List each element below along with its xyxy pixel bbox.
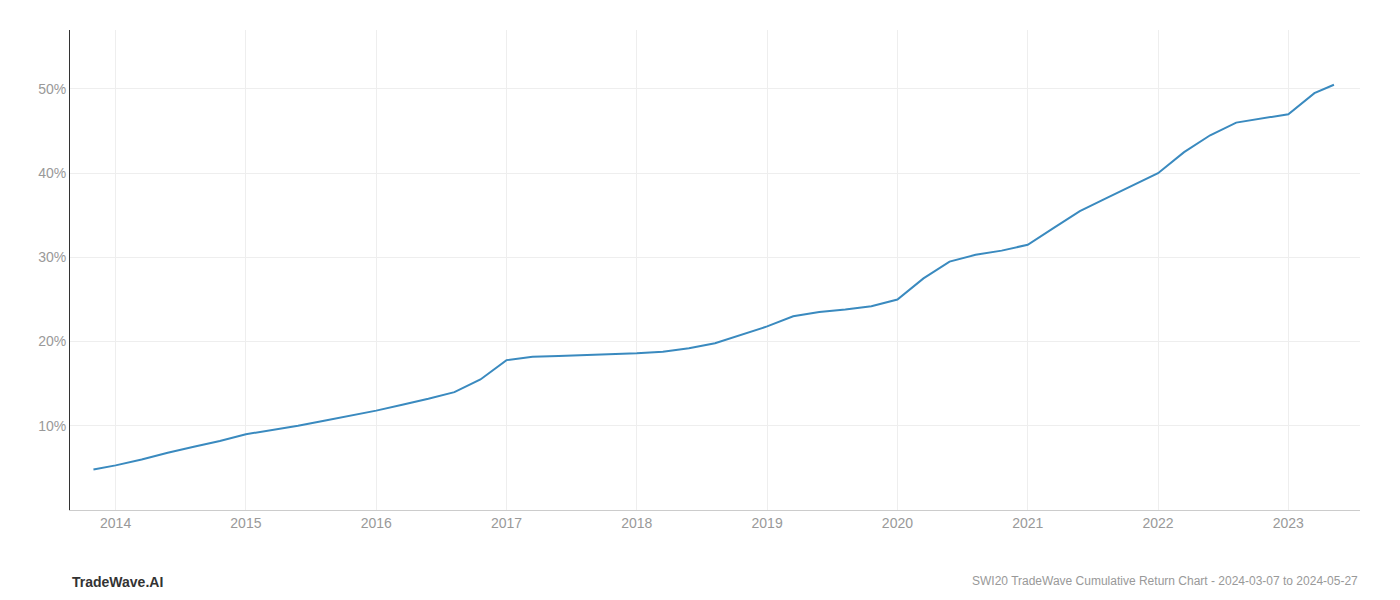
svg-text:2015: 2015 <box>230 515 261 531</box>
svg-text:TradeWave.AI: TradeWave.AI <box>72 574 163 590</box>
svg-text:10%: 10% <box>38 418 66 434</box>
svg-text:30%: 30% <box>38 249 66 265</box>
svg-text:2018: 2018 <box>621 515 652 531</box>
svg-text:2023: 2023 <box>1273 515 1304 531</box>
svg-text:2020: 2020 <box>882 515 913 531</box>
svg-text:40%: 40% <box>38 165 66 181</box>
svg-text:2016: 2016 <box>361 515 392 531</box>
svg-text:20%: 20% <box>38 333 66 349</box>
svg-text:2021: 2021 <box>1012 515 1043 531</box>
svg-text:2014: 2014 <box>100 515 131 531</box>
svg-text:50%: 50% <box>38 81 66 97</box>
svg-text:2022: 2022 <box>1142 515 1173 531</box>
svg-text:2017: 2017 <box>491 515 522 531</box>
svg-text:2019: 2019 <box>752 515 783 531</box>
svg-text:SWI20 TradeWave Cumulative Ret: SWI20 TradeWave Cumulative Return Chart … <box>972 574 1358 588</box>
